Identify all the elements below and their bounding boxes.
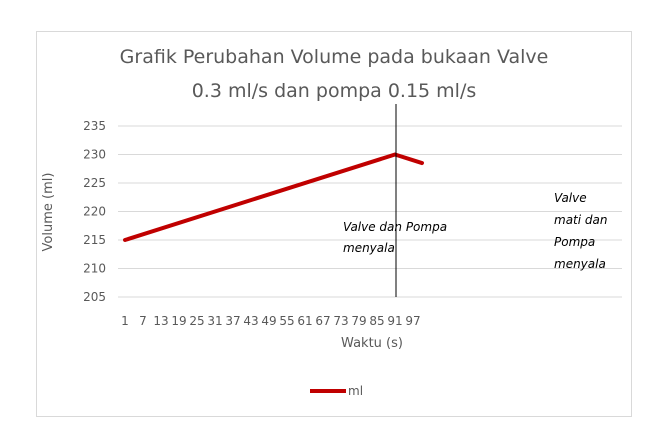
y-tick-label: 210: [83, 262, 106, 276]
x-tick-label: 7: [139, 314, 147, 328]
x-tick-label: 55: [279, 314, 294, 328]
y-tick-label: 205: [83, 290, 106, 304]
y-tick-label: 235: [83, 119, 106, 133]
x-tick-label: 91: [387, 314, 402, 328]
x-tick-label: 49: [261, 314, 276, 328]
y-axis-label: Volume (ml): [41, 173, 56, 252]
annotation-line: menyala: [343, 241, 395, 255]
x-tick-label: 61: [297, 314, 312, 328]
x-axis-ticks: 1 7 13 19 25 31 37 43 49 55 61 67 73 79 85 91 97: [121, 314, 420, 328]
gridlines: [118, 125, 622, 298]
chart-title-line-2: 0.3 ml/s dan pompa 0.15 ml/s: [192, 80, 477, 102]
x-tick-label: 25: [189, 314, 204, 328]
x-tick-label: 31: [207, 314, 222, 328]
y-tick-label: 230: [83, 148, 106, 162]
annotation-line: Valve: [554, 191, 587, 205]
x-tick-label: 73: [333, 314, 348, 328]
x-tick-label: 97: [405, 314, 420, 328]
series-layer: [123, 152, 424, 242]
annotation-valve-off-pompa-on: Valve mati dan Pompa menyala: [554, 191, 607, 271]
series-line-ml: [123, 152, 424, 242]
x-axis-label: Waktu (s): [341, 336, 403, 351]
x-tick-label: 19: [171, 314, 186, 328]
y-tick-label: 215: [83, 233, 106, 247]
x-tick-label: 67: [315, 314, 330, 328]
legend-label: ml: [348, 384, 363, 398]
x-tick-label: 1: [121, 314, 129, 328]
annotation-line: Pompa: [554, 235, 595, 249]
x-tick-label: 79: [351, 314, 366, 328]
x-tick-label: 13: [153, 314, 168, 328]
annotation-line: Valve dan Pompa: [343, 220, 447, 234]
y-tick-label: 220: [83, 205, 106, 219]
annotation-line: menyala: [554, 257, 606, 271]
chart-frame: [36, 31, 632, 417]
annotation-line: mati dan: [554, 213, 607, 227]
chart-title-line-1: Grafik Perubahan Volume pada bukaan Valv…: [120, 46, 549, 68]
x-tick-label: 37: [225, 314, 240, 328]
y-tick-label: 225: [83, 176, 106, 190]
annotation-valve-pompa-on: Valve dan Pompa menyala: [343, 220, 447, 255]
x-tick-label: 43: [243, 314, 258, 328]
x-tick-label: 85: [369, 314, 384, 328]
y-axis-ticks: 205 210 215 220 225 230 235: [83, 119, 106, 304]
